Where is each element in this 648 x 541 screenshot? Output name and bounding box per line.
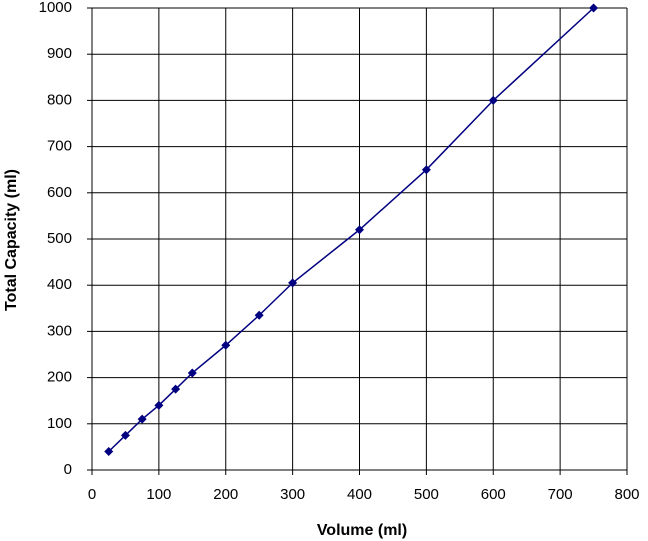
x-tick-label: 600	[481, 486, 506, 503]
marker	[137, 414, 147, 424]
marker	[288, 278, 298, 288]
marker	[221, 340, 231, 350]
marker	[254, 310, 264, 320]
marker	[171, 384, 181, 394]
x-tick-label: 300	[280, 486, 305, 503]
marker	[187, 368, 197, 378]
x-tick-label: 400	[347, 486, 372, 503]
marker	[120, 430, 130, 440]
x-tick-label: 0	[88, 486, 96, 503]
marker	[421, 165, 431, 175]
line	[108, 7, 595, 453]
y-tick-label: 800	[47, 91, 72, 108]
x-tick-label: 500	[414, 486, 439, 503]
y-tick-label: 900	[47, 45, 72, 62]
x-tick-label: 800	[614, 486, 639, 503]
y-tick-label: 100	[47, 415, 72, 432]
x-axis-title: Volume (ml)	[317, 522, 407, 539]
x-tick-label: 700	[548, 486, 573, 503]
y-tick-label: 200	[47, 369, 72, 386]
x-tick-label: 200	[213, 486, 238, 503]
y-tick-label: 0	[64, 461, 72, 478]
y-tick-label: 600	[47, 184, 72, 201]
y-tick-label: 700	[47, 138, 72, 155]
y-tick-label: 300	[47, 322, 72, 339]
y-tick-label: 1000	[39, 0, 72, 16]
marker	[104, 447, 114, 457]
y-tick-label: 500	[47, 230, 72, 247]
marker	[589, 3, 599, 13]
x-tick-label: 100	[146, 486, 171, 503]
marker	[154, 400, 164, 410]
marker	[488, 95, 498, 105]
y-axis-title: Total Capacity (ml)	[3, 169, 20, 311]
marker	[355, 225, 364, 235]
y-tick-label: 400	[47, 276, 72, 293]
